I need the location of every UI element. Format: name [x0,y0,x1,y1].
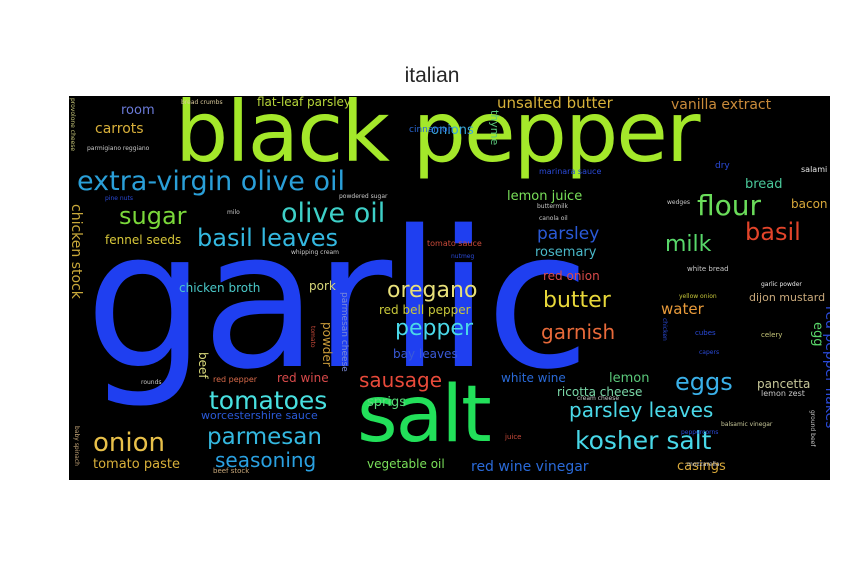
word-wedges: wedges [667,199,691,206]
word-bread-crumbs: bread crumbs [181,99,223,106]
word-kosher-salt: kosher salt [575,426,712,455]
word-olive-oil: olive oil [281,198,386,229]
word-vegetable-oil: vegetable oil [367,457,445,471]
word-capers: capers [699,349,720,356]
word-buttermilk: buttermilk [537,203,569,210]
word-red-wine-vinegar: red wine vinegar [471,459,589,475]
word-ground-beef: ground beef [809,410,816,447]
word-worcestershire-sauce: worcestershire sauce [201,409,318,422]
word-mozzarella: mozzarella [687,461,720,468]
word-whipping-cream: whipping cream [291,249,340,256]
word-lemon: lemon [609,371,650,386]
word-cubes: cubes [695,329,716,337]
word-oregano: oregano [387,278,478,303]
word-milo: milo [227,209,240,216]
chart-title: italian [404,64,460,87]
word-rounds: rounds [141,379,162,386]
word-parsley-leaves: parsley leaves [569,398,714,422]
word-chicken-broth: chicken broth [179,281,261,295]
word-chicken: chicken [661,318,668,341]
word-rosemary: rosemary [535,245,597,260]
word-sugar: sugar [119,202,187,230]
word-cream-cheese: cream cheese [577,395,620,402]
word-water: water [661,300,704,318]
word-pine-nuts: pine nuts [105,195,133,202]
word-beef-stock: beef stock [213,467,250,475]
word-garlic: garlic [85,190,590,411]
word-tomatoes: tomatoes [209,386,328,415]
word-basil-leaves: basil leaves [197,224,339,252]
word-ricotta-cheese: ricotta cheese [557,385,643,399]
word-parmesan: parmesan [207,424,322,450]
word-red-wine: red wine [277,371,329,385]
word-casings: casings [677,459,726,474]
word-milk: milk [665,232,712,257]
word-bread: bread [745,177,783,192]
word-egg: egg [810,322,825,347]
word-dry: dry [715,161,730,171]
word-salami: salami [801,165,828,174]
word-red-pepper: red pepper [213,375,258,384]
word-sprigs: sprigs [367,395,407,410]
word-onions: onions [431,123,474,138]
word-juice: juice [505,433,522,441]
word-fennel-seeds: fennel seeds [105,233,182,247]
word-garnish: garnish [541,320,616,344]
word-powder: powder [320,322,334,367]
word-white-wine: white wine [501,371,566,385]
word-flour: flour [697,189,762,222]
word-pancetta: pancetta [757,377,811,391]
word-beef: beef [196,352,210,379]
word-red-pepper-flakes: red pepper flakes [822,306,830,429]
word-tomato: tomato [309,326,316,348]
word-red-bell-pepper: red bell pepper [379,303,471,317]
word-parmigiano-reggiano: parmigiano reggiano [87,145,150,152]
word-unsalted-butter: unsalted butter [497,96,613,112]
word-baby-spinach: baby spinach [73,426,80,466]
word-marinara-sauce: marinara sauce [539,167,602,176]
word-flat-leaf-parsley: flat-leaf parsley [257,96,352,109]
word-black-pepper: black pepper [175,96,701,181]
word-seasoning: seasoning [215,448,317,472]
word-cinnamon: cinnamon [409,125,454,135]
word-canola-oil: canola oil [539,215,568,222]
word-onion: onion [93,428,165,458]
word-white-bread: white bread [687,265,729,273]
word-pork: pork [309,279,336,293]
word-pepper: pepper [395,316,474,341]
word-garlic-powder: garlic powder [761,281,802,288]
word-balsamic-vinegar: balsamic vinegar [721,421,773,428]
word-peppercorns: peppercorns [681,429,719,436]
word-extra-virgin-olive-oil: extra-virgin olive oil [77,166,346,197]
word-bay-leaves: bay leaves [393,347,458,361]
word-sausage: sausage [359,368,443,392]
word-tomato-paste: tomato paste [93,457,180,472]
word-yellow-onion: yellow onion [679,293,717,300]
word-room: room [121,103,155,118]
word-parmesan-cheese: parmesan cheese [339,292,349,372]
word-lemon-juice: lemon juice [507,189,583,204]
word-nutmeg: nutmeg [451,253,475,260]
word-thyme: thyme [488,110,501,146]
word-carrots: carrots [95,121,144,137]
word-dijon-mustard: dijon mustard [749,291,826,304]
word-bacon: bacon [791,197,828,211]
word-chicken-stock: chicken stock [69,204,84,299]
word-salt: salt [357,370,492,460]
word-lemon-zest: lemon zest [761,389,805,398]
word-cloud: garlic black pepper salt extra-virgin ol… [69,96,830,480]
word-provolone-cheese: provolone cheese [69,98,76,152]
word-butter: butter [543,288,611,313]
word-red-onion: red onion [543,269,600,283]
word-basil: basil [745,218,801,246]
word-eggs: eggs [675,368,733,396]
word-powdered-sugar: powdered sugar [339,193,388,200]
word-vanilla-extract: vanilla extract [671,97,772,113]
word-tomato-sauce: tomato sauce [427,239,482,248]
word-celery: celery [761,331,783,339]
word-parsley: parsley [537,224,600,244]
